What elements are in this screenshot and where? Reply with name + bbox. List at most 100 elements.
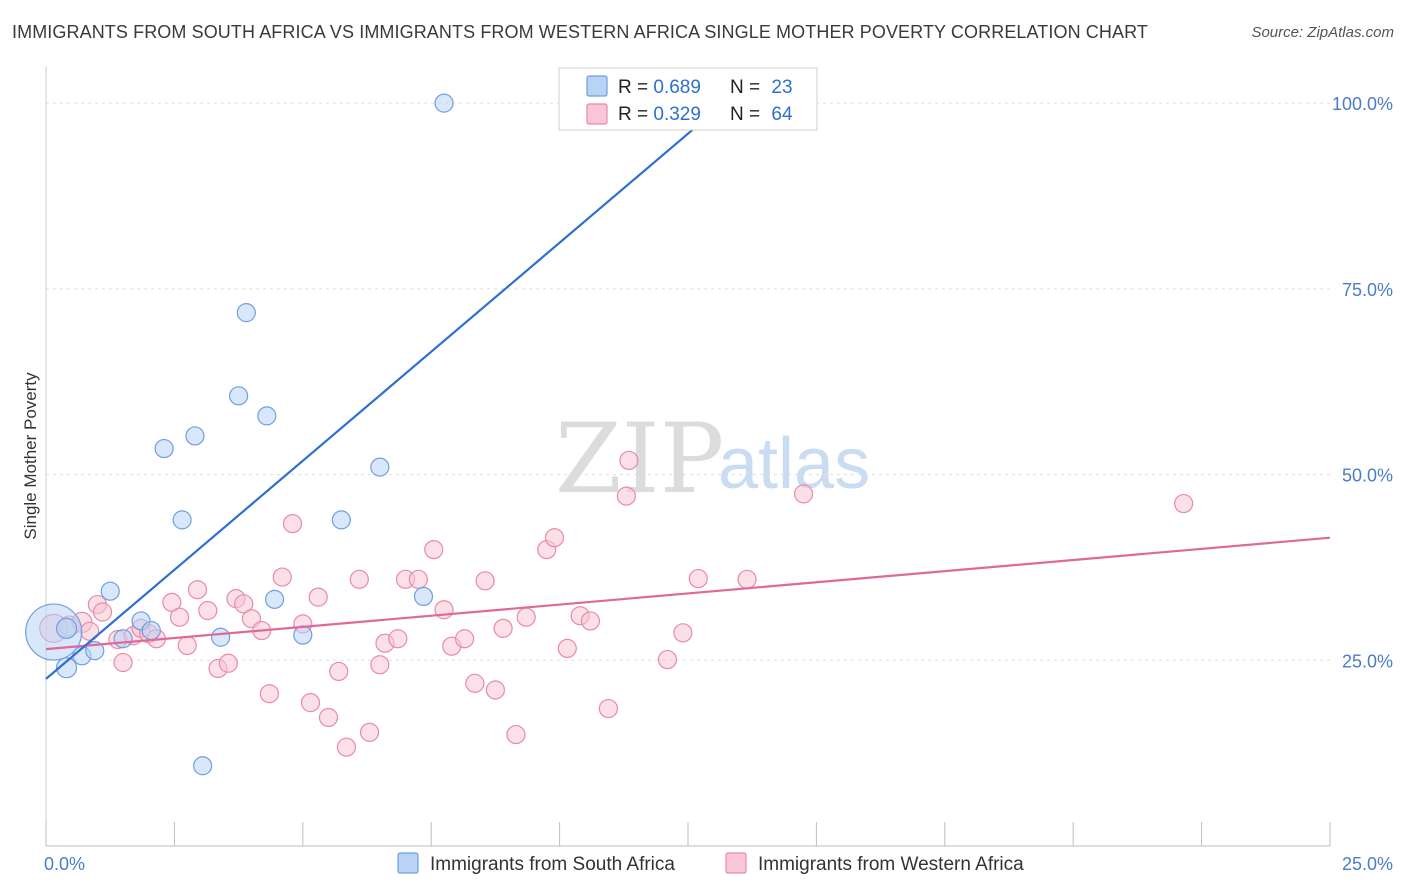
- western-africa-point: [169, 607, 190, 627]
- south-africa-point: [55, 617, 78, 639]
- y-tick-label: 75.0%: [1342, 280, 1393, 300]
- western-africa-point: [349, 569, 369, 589]
- western-africa-point: [388, 629, 408, 649]
- western-africa-point: [359, 722, 380, 742]
- western-africa-point: [493, 618, 513, 638]
- south-africa-point: [211, 627, 231, 647]
- stats-legend: R = 0.689 N = 23 R = 0.329 N = 64: [558, 67, 818, 131]
- south-africa-point: [172, 510, 192, 530]
- south-africa-point: [370, 457, 390, 477]
- south-africa-point: [236, 303, 256, 323]
- western-africa-point: [234, 594, 254, 614]
- western-africa-point: [688, 568, 708, 589]
- x-tick-label: 25.0%: [1342, 854, 1393, 874]
- western-africa-point: [370, 655, 390, 675]
- watermark-zip: ZIP: [555, 403, 724, 515]
- legend-row-western-africa: R = 0.329: [618, 104, 701, 125]
- south-africa-point: [141, 620, 161, 641]
- western-africa-point: [113, 652, 133, 673]
- south-africa-points: [25, 93, 454, 776]
- western-africa-point: [187, 580, 208, 600]
- western-africa-point: [616, 486, 636, 506]
- legend-row-south-africa-n: N = 23: [730, 77, 793, 98]
- series-legend: Immigrants from South Africa Immigrants …: [397, 852, 1024, 875]
- n-value: 64: [771, 104, 793, 125]
- r-label: R =: [618, 77, 653, 98]
- western-africa-point: [162, 592, 182, 612]
- western-africa-point: [580, 611, 601, 631]
- south-africa-point: [229, 386, 249, 406]
- legend-row-western-africa-n: N = 64: [730, 104, 793, 125]
- south-africa-point: [55, 657, 78, 679]
- western-africa-point: [177, 635, 197, 656]
- south-africa-point: [264, 589, 285, 609]
- western-africa-point: [465, 673, 485, 693]
- x-tick-labels: 0.0% 25.0%: [44, 854, 1393, 874]
- r-value: 0.689: [653, 77, 701, 98]
- south-africa-series-swatch: [397, 852, 419, 874]
- watermark-atlas: atlas: [718, 424, 870, 504]
- western-africa-point: [424, 539, 444, 560]
- r-value: 0.329: [653, 104, 701, 125]
- western-africa-point: [793, 484, 814, 504]
- western-africa-point: [598, 698, 618, 719]
- western-africa-point: [737, 569, 757, 589]
- gridlines: [46, 102, 1330, 661]
- r-label: R =: [618, 104, 653, 125]
- western-africa-series-label: Immigrants from Western Africa: [758, 854, 1024, 875]
- south-africa-legend-swatch: [586, 75, 608, 97]
- western-africa-point: [408, 569, 428, 589]
- south-africa-point: [331, 510, 351, 530]
- y-tick-label: 100.0%: [1332, 94, 1393, 114]
- axes: [45, 66, 1331, 847]
- south-africa-point: [293, 625, 313, 645]
- western-africa-legend-swatch: [586, 103, 608, 125]
- western-africa-point: [673, 623, 693, 643]
- south-africa-point: [185, 426, 205, 446]
- south-africa-point: [100, 581, 120, 601]
- y-tick-label: 25.0%: [1342, 651, 1393, 671]
- western-africa-point: [308, 587, 328, 607]
- chart-title: IMMIGRANTS FROM SOUTH AFRICA VS IMMIGRAN…: [12, 22, 1148, 42]
- western-africa-point: [336, 737, 357, 757]
- western-africa-trend-line: [45, 536, 1331, 651]
- western-africa-series-swatch: [725, 852, 747, 874]
- south-africa-point: [413, 586, 434, 607]
- n-value: 23: [771, 77, 792, 98]
- x-tick-label: 0.0%: [44, 854, 85, 874]
- y-tick-labels: 25.0% 50.0% 75.0% 100.0%: [1332, 94, 1393, 671]
- western-africa-point: [557, 638, 577, 659]
- south-africa-point: [434, 93, 454, 113]
- western-africa-point: [329, 661, 349, 682]
- western-africa-point: [1174, 493, 1194, 514]
- western-africa-point: [318, 707, 339, 728]
- western-africa-point: [454, 629, 475, 649]
- western-africa-point: [475, 571, 495, 591]
- legend-row-south-africa: R = 0.689: [618, 77, 701, 98]
- n-label: N =: [730, 104, 765, 125]
- south-africa-trend-line: [45, 102, 725, 680]
- western-africa-point: [300, 693, 321, 713]
- south-africa-series-label: Immigrants from South Africa: [430, 854, 675, 875]
- western-africa-point: [657, 649, 678, 670]
- y-tick-label: 50.0%: [1342, 466, 1393, 486]
- y-axis-title: Single Mother Poverty: [21, 372, 40, 540]
- south-africa-point: [257, 406, 277, 426]
- western-africa-point: [506, 724, 526, 745]
- western-africa-point: [516, 607, 536, 627]
- western-africa-point: [272, 567, 292, 587]
- western-africa-point: [282, 513, 303, 534]
- south-africa-point: [113, 629, 133, 649]
- n-label: N =: [730, 77, 765, 98]
- western-africa-point: [544, 528, 565, 548]
- western-africa-point: [218, 653, 238, 673]
- trend-lines: [45, 102, 1331, 680]
- western-africa-point: [92, 602, 113, 622]
- source-credit: Source: ZipAtlas.com: [1251, 24, 1394, 41]
- western-africa-point: [198, 600, 218, 621]
- south-africa-point: [193, 756, 213, 776]
- south-africa-point: [154, 438, 174, 459]
- western-africa-point: [485, 680, 505, 700]
- western-africa-point: [619, 450, 639, 471]
